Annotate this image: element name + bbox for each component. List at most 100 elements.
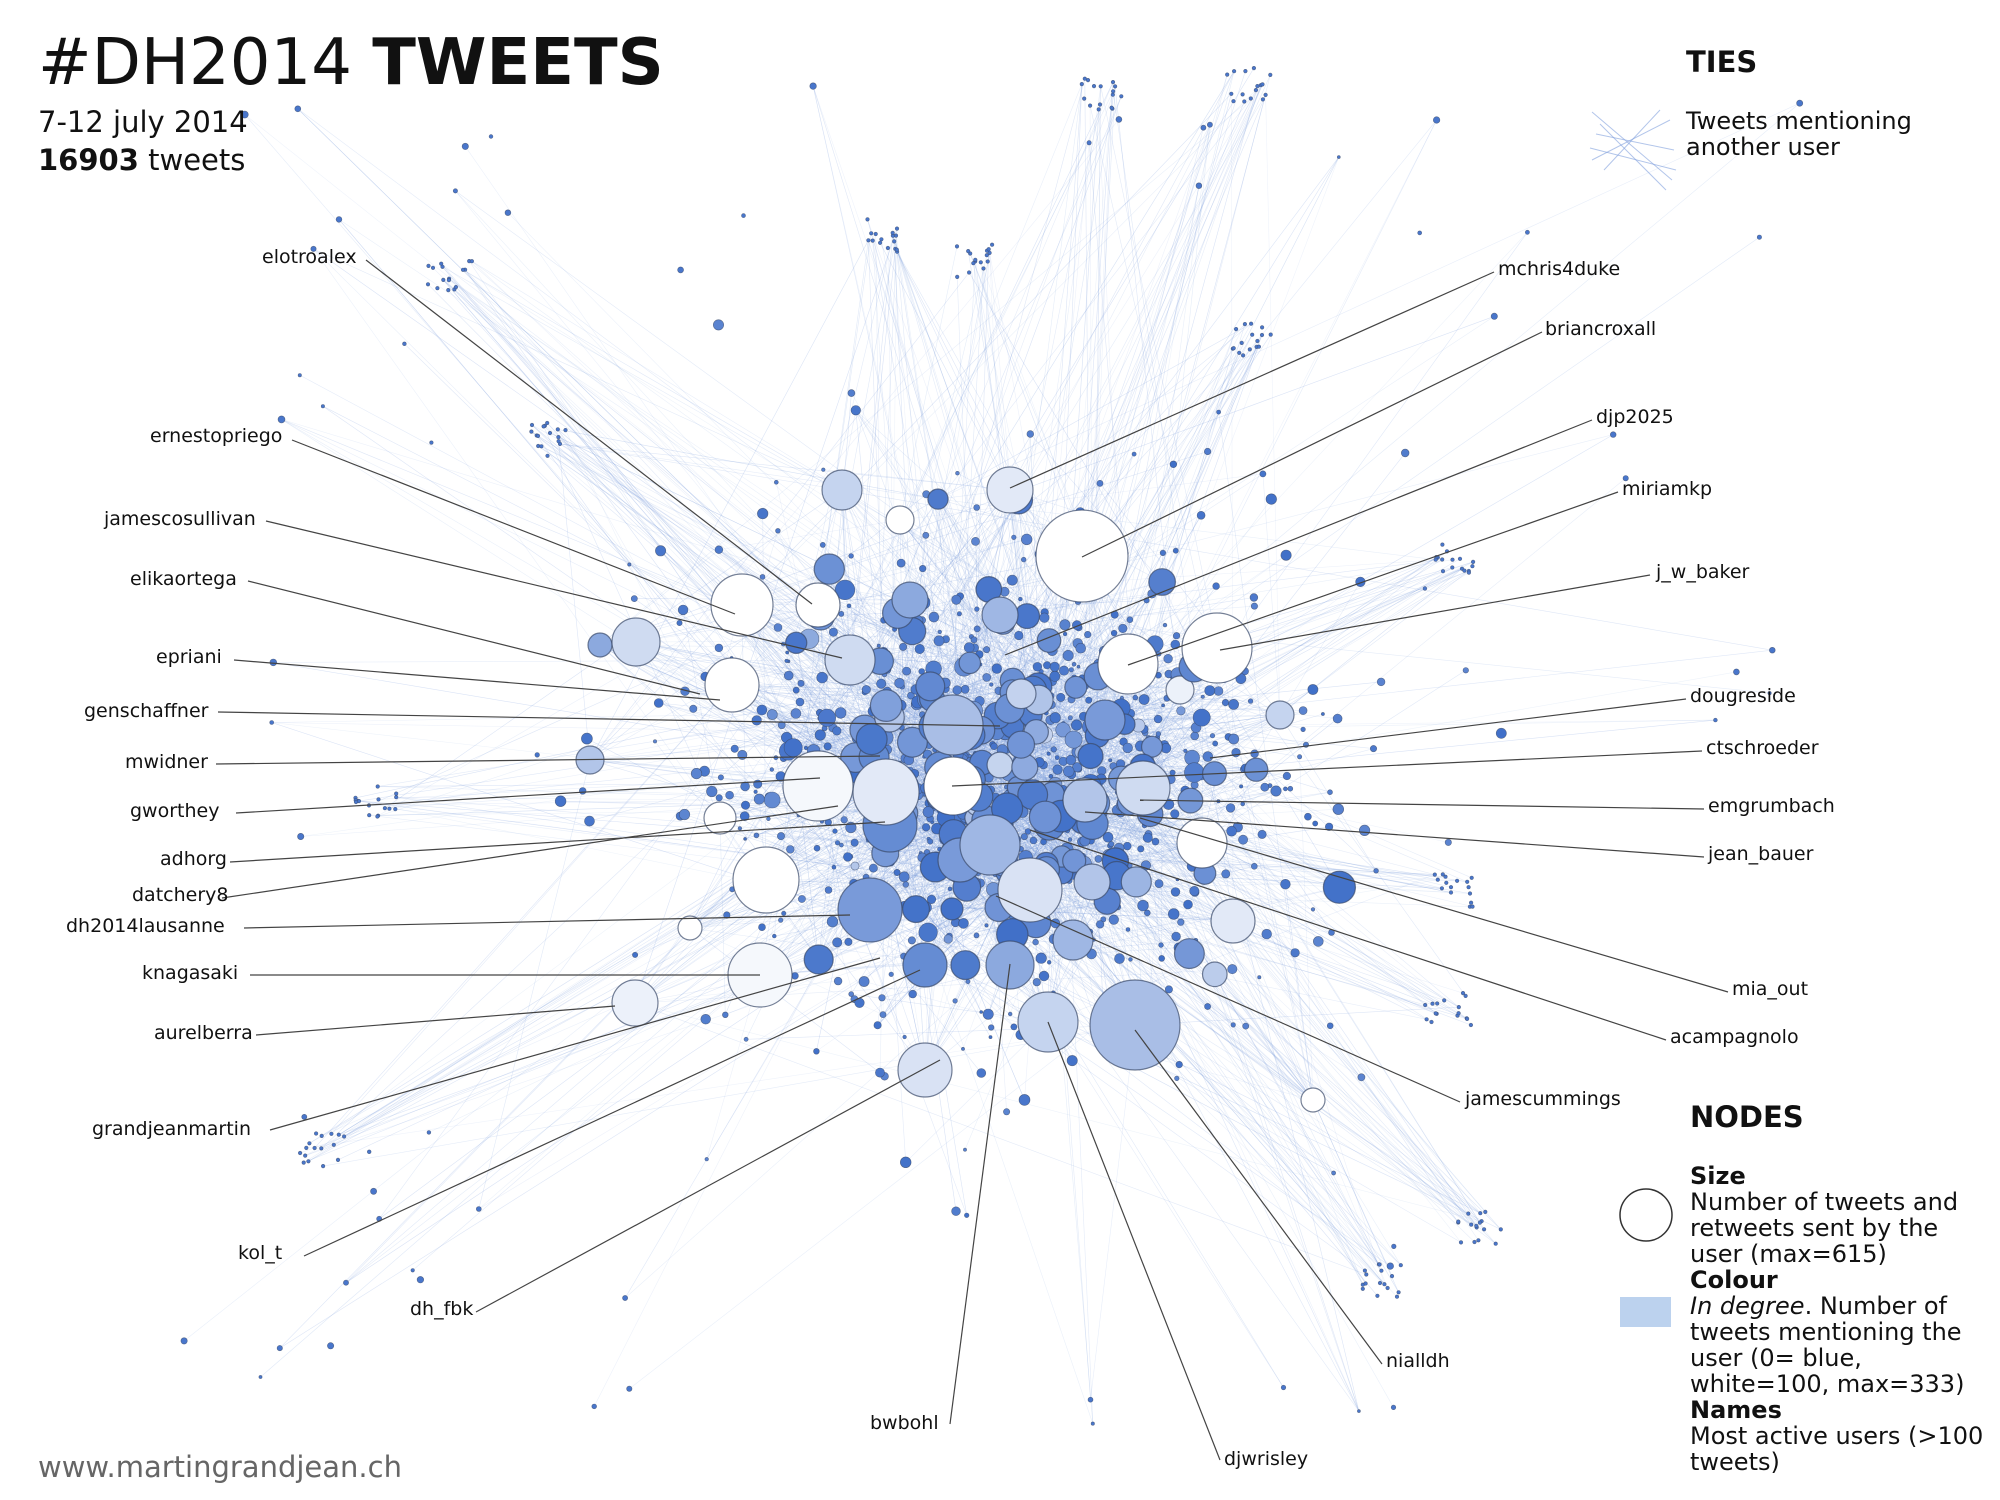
tie-edge xyxy=(1054,93,1232,785)
tie-edge xyxy=(1107,670,1466,902)
user-node xyxy=(743,1036,749,1042)
user-node xyxy=(1065,754,1077,766)
tie-edge xyxy=(599,451,1208,646)
user-node xyxy=(792,686,800,694)
user-node xyxy=(706,785,718,798)
user-node xyxy=(973,932,980,939)
tie-edge xyxy=(314,684,733,1149)
user-node xyxy=(321,1163,326,1169)
user-node xyxy=(714,545,724,554)
label-elotroalex: elotroalex xyxy=(262,246,357,268)
user-node xyxy=(966,270,972,275)
user-node xyxy=(535,433,541,439)
tie-edge xyxy=(1099,483,1281,716)
user-node xyxy=(1493,1241,1498,1246)
user-node xyxy=(1433,1011,1438,1016)
user-node xyxy=(1062,777,1108,823)
user-node xyxy=(898,871,910,883)
user-node xyxy=(1175,1060,1183,1069)
user-node xyxy=(899,642,908,651)
label-gworthey: gworthey xyxy=(130,800,220,822)
user-node xyxy=(894,677,905,689)
tie-edge xyxy=(883,811,1193,867)
tie-edge xyxy=(1120,707,1157,1019)
user-node xyxy=(1006,730,1036,759)
tie-edge xyxy=(358,697,1030,802)
user-node xyxy=(1049,712,1061,724)
user-node xyxy=(1439,886,1444,891)
tie-edge xyxy=(893,241,1074,740)
user-node xyxy=(1221,698,1230,707)
user-node xyxy=(1239,784,1244,789)
tie-edge xyxy=(877,228,898,671)
user-node xyxy=(703,801,737,835)
user-node xyxy=(1332,803,1345,815)
tie-edge xyxy=(772,661,789,715)
user-node xyxy=(1261,928,1272,940)
user-node xyxy=(1313,936,1324,947)
user-node xyxy=(1151,837,1160,846)
user-node xyxy=(1429,1019,1434,1025)
tie-edge xyxy=(992,835,1385,1285)
tie-edge xyxy=(368,604,819,806)
user-node xyxy=(1249,593,1259,602)
user-node xyxy=(952,998,958,1004)
user-node xyxy=(984,923,989,928)
user-node xyxy=(1084,699,1126,741)
user-node xyxy=(1148,568,1176,596)
tie-edge xyxy=(937,498,1070,813)
tie-edge xyxy=(1030,433,1163,583)
user-node xyxy=(783,738,803,758)
user-node xyxy=(1059,619,1071,631)
size-legend: Size Number of tweets and retweets sent … xyxy=(1690,1163,1990,1475)
tie-edge xyxy=(557,429,939,500)
user-node xyxy=(1483,1209,1488,1214)
user-node xyxy=(1226,825,1237,837)
user-node xyxy=(1443,874,1448,879)
tie-edge xyxy=(442,266,897,796)
tie-edge xyxy=(864,981,1314,1101)
user-node xyxy=(773,623,783,632)
user-node xyxy=(1435,1001,1440,1006)
user-node xyxy=(1173,938,1205,970)
tie-edge xyxy=(589,272,970,761)
date-range: 7-12 july 2014 xyxy=(38,105,248,139)
user-node xyxy=(336,1132,341,1137)
leader-line xyxy=(1081,331,1543,558)
tie-edge xyxy=(893,241,911,601)
user-node xyxy=(1170,639,1181,650)
tie-edge xyxy=(977,804,1314,1101)
tie-edge xyxy=(899,473,1263,521)
user-node xyxy=(1029,836,1038,845)
user-node xyxy=(1448,890,1454,895)
tie-edge xyxy=(443,279,887,793)
user-node xyxy=(866,238,871,243)
user-node xyxy=(846,603,852,609)
user-node xyxy=(677,604,689,616)
tie-edge xyxy=(599,98,1251,646)
tie-edge xyxy=(589,93,1232,761)
tie-edge xyxy=(343,663,1129,1137)
tie-edge xyxy=(1036,84,1083,736)
leader-line xyxy=(365,259,813,605)
user-node xyxy=(1481,1227,1487,1232)
user-node xyxy=(578,787,587,795)
label-dh2014lausanne: dh2014lausanne xyxy=(66,915,225,937)
leader-line xyxy=(269,957,881,1131)
user-node xyxy=(1280,549,1292,561)
tie-edge xyxy=(455,190,1078,644)
tie-edge xyxy=(937,102,1800,500)
user-node xyxy=(1379,1268,1384,1273)
ties-legend-line xyxy=(1603,109,1661,171)
user-node xyxy=(402,341,407,346)
user-node xyxy=(712,319,724,331)
user-node xyxy=(1070,719,1083,731)
label-bwbohl: bwbohl xyxy=(870,1412,939,1434)
user-node xyxy=(335,216,343,223)
tie-edge xyxy=(345,796,979,1283)
user-node xyxy=(1162,622,1168,628)
user-node xyxy=(1376,677,1386,687)
tie-edge xyxy=(887,489,1011,765)
user-node xyxy=(971,537,980,546)
user-node xyxy=(878,994,886,1002)
